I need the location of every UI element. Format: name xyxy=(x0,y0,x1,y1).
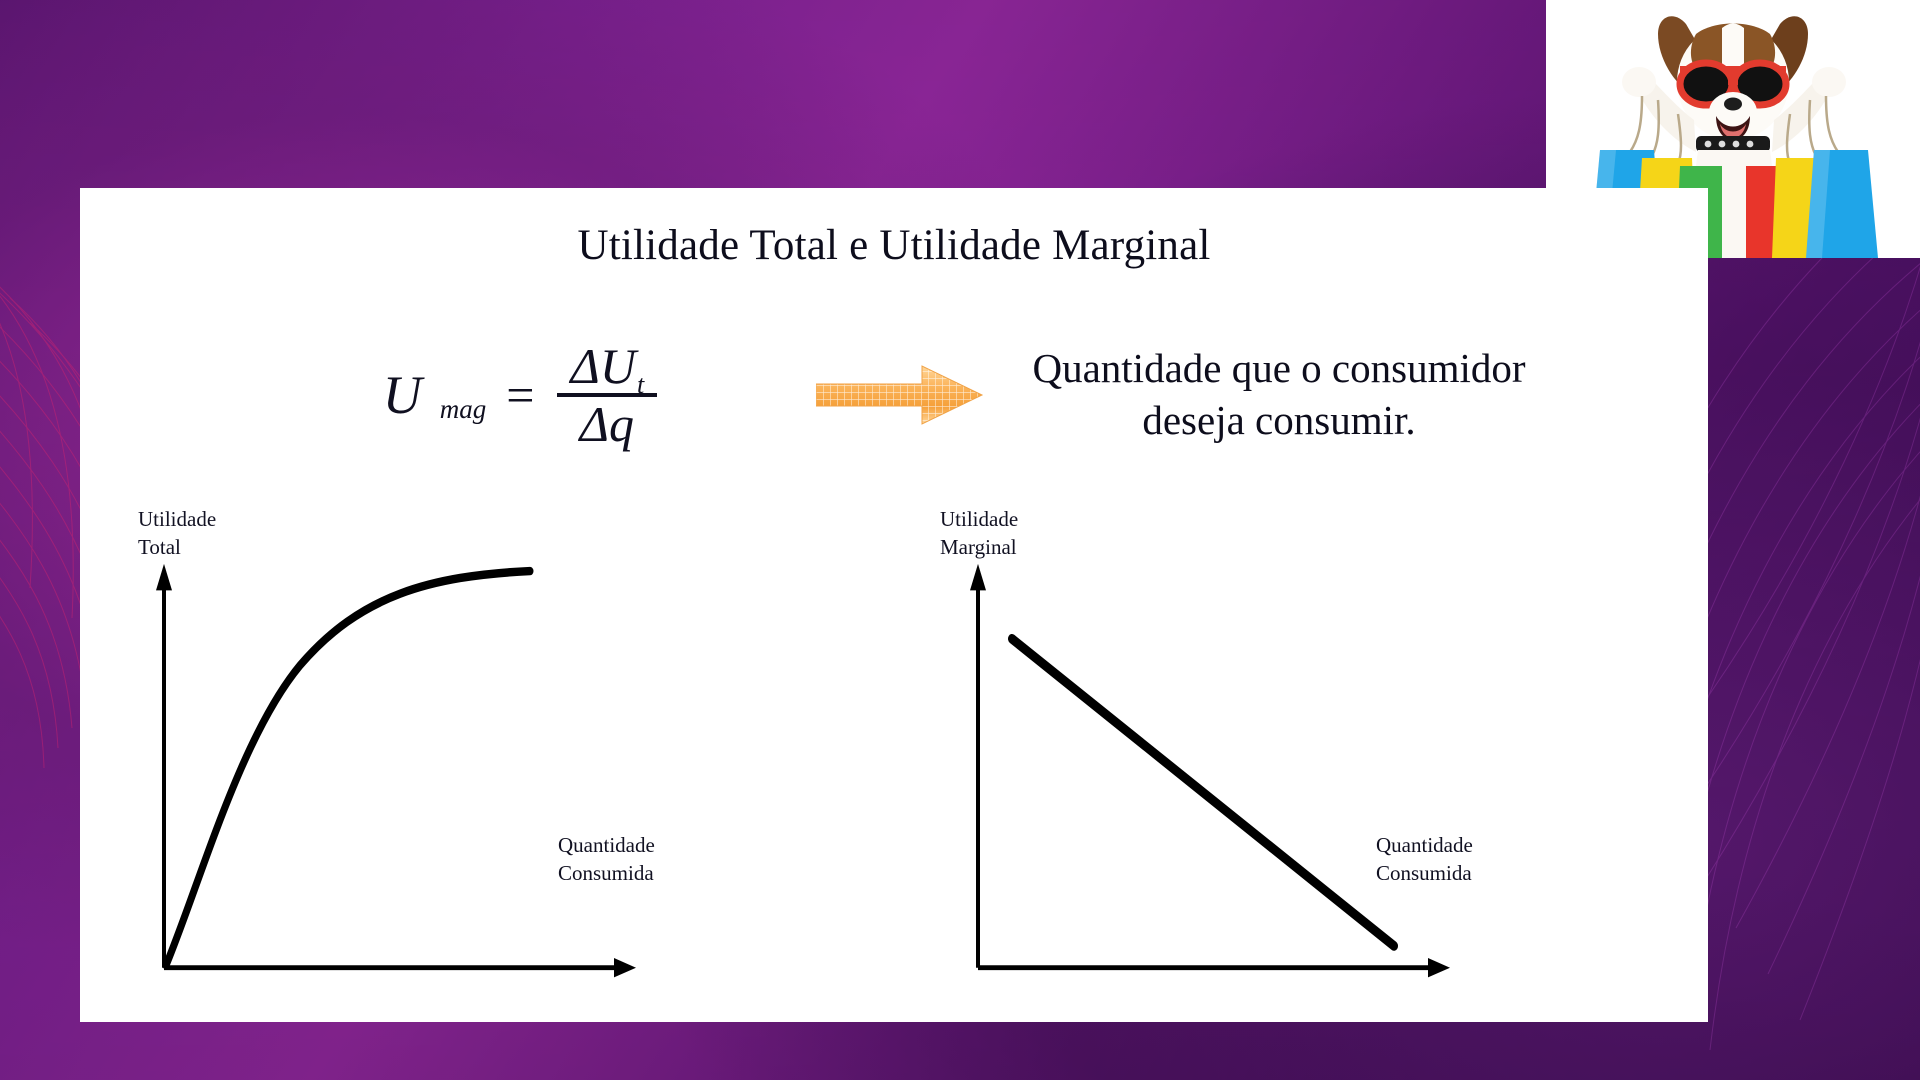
chart-utilidade-total: Utilidade Total Quantidade Consumida xyxy=(80,484,894,1004)
formula-numerator-subscript: t xyxy=(636,370,645,399)
y-axis-arrowhead xyxy=(970,563,986,591)
callout-text: Quantidade que o consumidor deseja consu… xyxy=(1032,345,1526,443)
right-arrow-icon xyxy=(816,365,984,425)
total-utility-curve xyxy=(162,566,534,970)
formula-fraction: ΔUt Δq xyxy=(556,338,658,452)
chart-utilidade-marginal-plot xyxy=(970,563,1450,978)
formula-numerator: ΔUt xyxy=(557,338,658,398)
marginal-utility-formula: U mag = ΔUt Δq xyxy=(240,339,800,451)
page-title: Utilidade Total e Utilidade Marginal xyxy=(577,222,1211,269)
slide-content-panel: Utilidade Total e Utilidade Marginal U m… xyxy=(80,188,1708,1022)
charts-area: Utilidade Total Quantidade Consumida Uti… xyxy=(80,484,1708,1004)
formula-equals-sign: = xyxy=(506,367,535,423)
formula-row: U mag = ΔUt Δq xyxy=(80,320,1708,470)
x-axis-arrowhead xyxy=(1428,958,1450,978)
x-axis-arrowhead xyxy=(614,958,636,978)
formula-numerator-text: ΔU xyxy=(570,338,636,394)
chart-utilidade-total-x-label: Quantidade Consumida xyxy=(558,833,655,885)
chart-utilidade-marginal: Utilidade Marginal Quantidade Consumida xyxy=(894,484,1708,1004)
formula-fraction-bar xyxy=(556,393,658,397)
formula-denominator: Δq xyxy=(579,396,635,452)
y-axis-arrowhead xyxy=(156,563,172,591)
formula-lhs-variable: U xyxy=(382,365,422,425)
chart-utilidade-total-y-label: Utilidade Total xyxy=(138,507,217,559)
chart-utilidade-marginal-y-label: Utilidade Marginal xyxy=(940,507,1019,559)
marginal-utility-line xyxy=(1008,633,1398,951)
chart-utilidade-marginal-x-label: Quantidade Consumida xyxy=(1376,833,1473,885)
chart-utilidade-total-plot xyxy=(156,563,636,978)
formula-lhs-subscript: mag xyxy=(439,393,487,424)
